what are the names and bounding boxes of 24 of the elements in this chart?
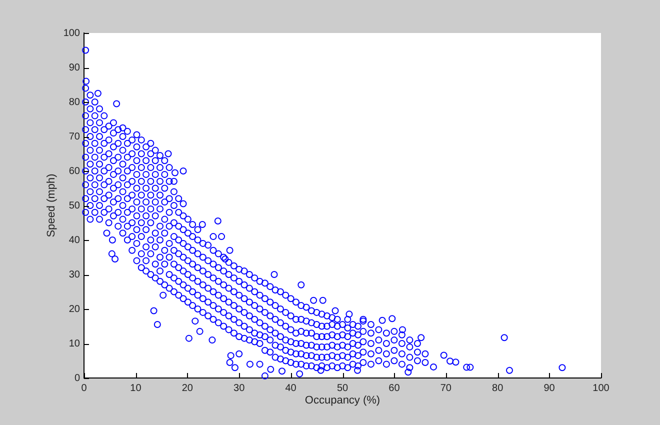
x-tick-label: 50: [336, 382, 348, 394]
x-tick-label: 30: [234, 382, 246, 394]
x-tick-label: 20: [182, 382, 194, 394]
x-tick-label: 80: [492, 382, 504, 394]
y-axis-title: Speed (mph): [46, 174, 58, 238]
x-tick-label: 60: [388, 382, 400, 394]
x-tick-label: 100: [592, 382, 610, 394]
y-tick-label: 70: [68, 131, 80, 142]
x-tick-label: 90: [544, 382, 556, 394]
y-tick-label: 60: [68, 166, 80, 177]
y-tick-label: 10: [68, 338, 80, 350]
y-tick-label: 20: [68, 304, 80, 315]
y-tick-label: 40: [68, 234, 80, 246]
y-tick-label: 90: [68, 62, 80, 74]
x-axis-title: Occupancy (%): [304, 394, 380, 406]
y-tick-label: 100: [63, 28, 80, 39]
x-tick-label: 70: [440, 382, 452, 394]
x-tick-label: 40: [285, 382, 297, 394]
y-tick-label: 50: [68, 200, 80, 212]
x-tick-label: 0: [81, 382, 88, 394]
y-tick-label: 0: [74, 372, 80, 384]
y-tick-label: 80: [68, 96, 80, 108]
y-tick-label: 30: [68, 269, 80, 280]
x-tick-label: 10: [130, 382, 142, 394]
